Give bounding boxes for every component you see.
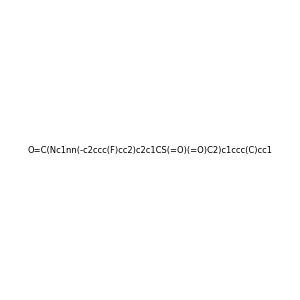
Text: O=C(Nc1nn(-c2ccc(F)cc2)c2c1CS(=O)(=O)C2)c1ccc(C)cc1: O=C(Nc1nn(-c2ccc(F)cc2)c2c1CS(=O)(=O)C2)… (28, 146, 272, 154)
